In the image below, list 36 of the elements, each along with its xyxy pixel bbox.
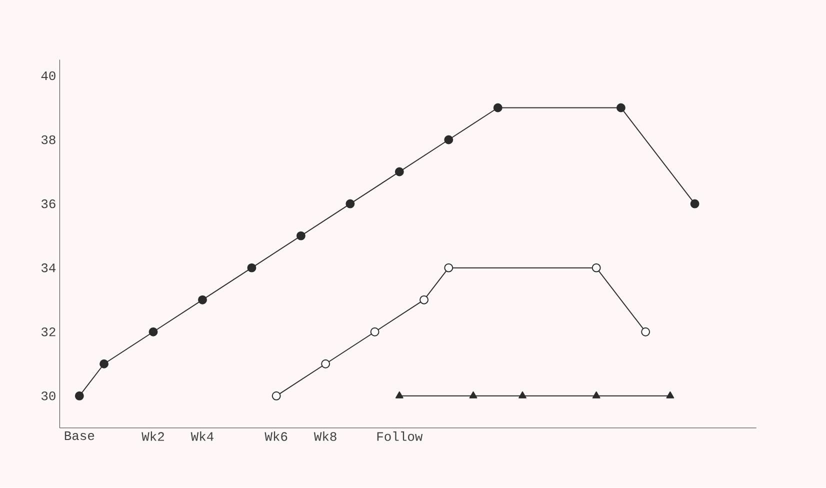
- point: [394, 167, 404, 176]
- point: [148, 328, 158, 337]
- x-tick-label: Wk2: [142, 432, 164, 441]
- point: [616, 103, 626, 112]
- x-tick-label: Wk4: [190, 432, 214, 441]
- point: [198, 296, 207, 305]
- point: [395, 392, 404, 399]
- point: [370, 328, 380, 337]
- point: [469, 392, 478, 399]
- point: [592, 264, 601, 272]
- point: [100, 360, 109, 369]
- point: [641, 328, 650, 337]
- x-tick-label: Wk6: [264, 432, 288, 442]
- point: [666, 392, 674, 399]
- point: [690, 199, 700, 208]
- point: [493, 103, 502, 112]
- x-tick-label: Base: [64, 432, 94, 440]
- x-tick-label: Follow: [377, 432, 423, 442]
- y-tick-label: 36: [41, 200, 56, 208]
- point: [518, 392, 526, 399]
- point: [346, 199, 355, 208]
- point: [321, 360, 330, 369]
- point: [420, 296, 429, 305]
- point: [74, 392, 84, 401]
- x-tick-label: Wk8: [314, 432, 336, 442]
- point: [296, 232, 306, 240]
- y-tick-label: 32: [41, 328, 56, 336]
- y-tick-label: 40: [41, 72, 56, 80]
- point: [247, 264, 256, 272]
- y-tick-label: 34: [41, 264, 56, 272]
- point: [444, 264, 454, 272]
- y-tick-label: 30: [41, 392, 56, 400]
- y-tick-label: 38: [41, 136, 56, 144]
- point: [592, 392, 600, 399]
- point: [444, 135, 454, 144]
- point: [272, 392, 281, 401]
